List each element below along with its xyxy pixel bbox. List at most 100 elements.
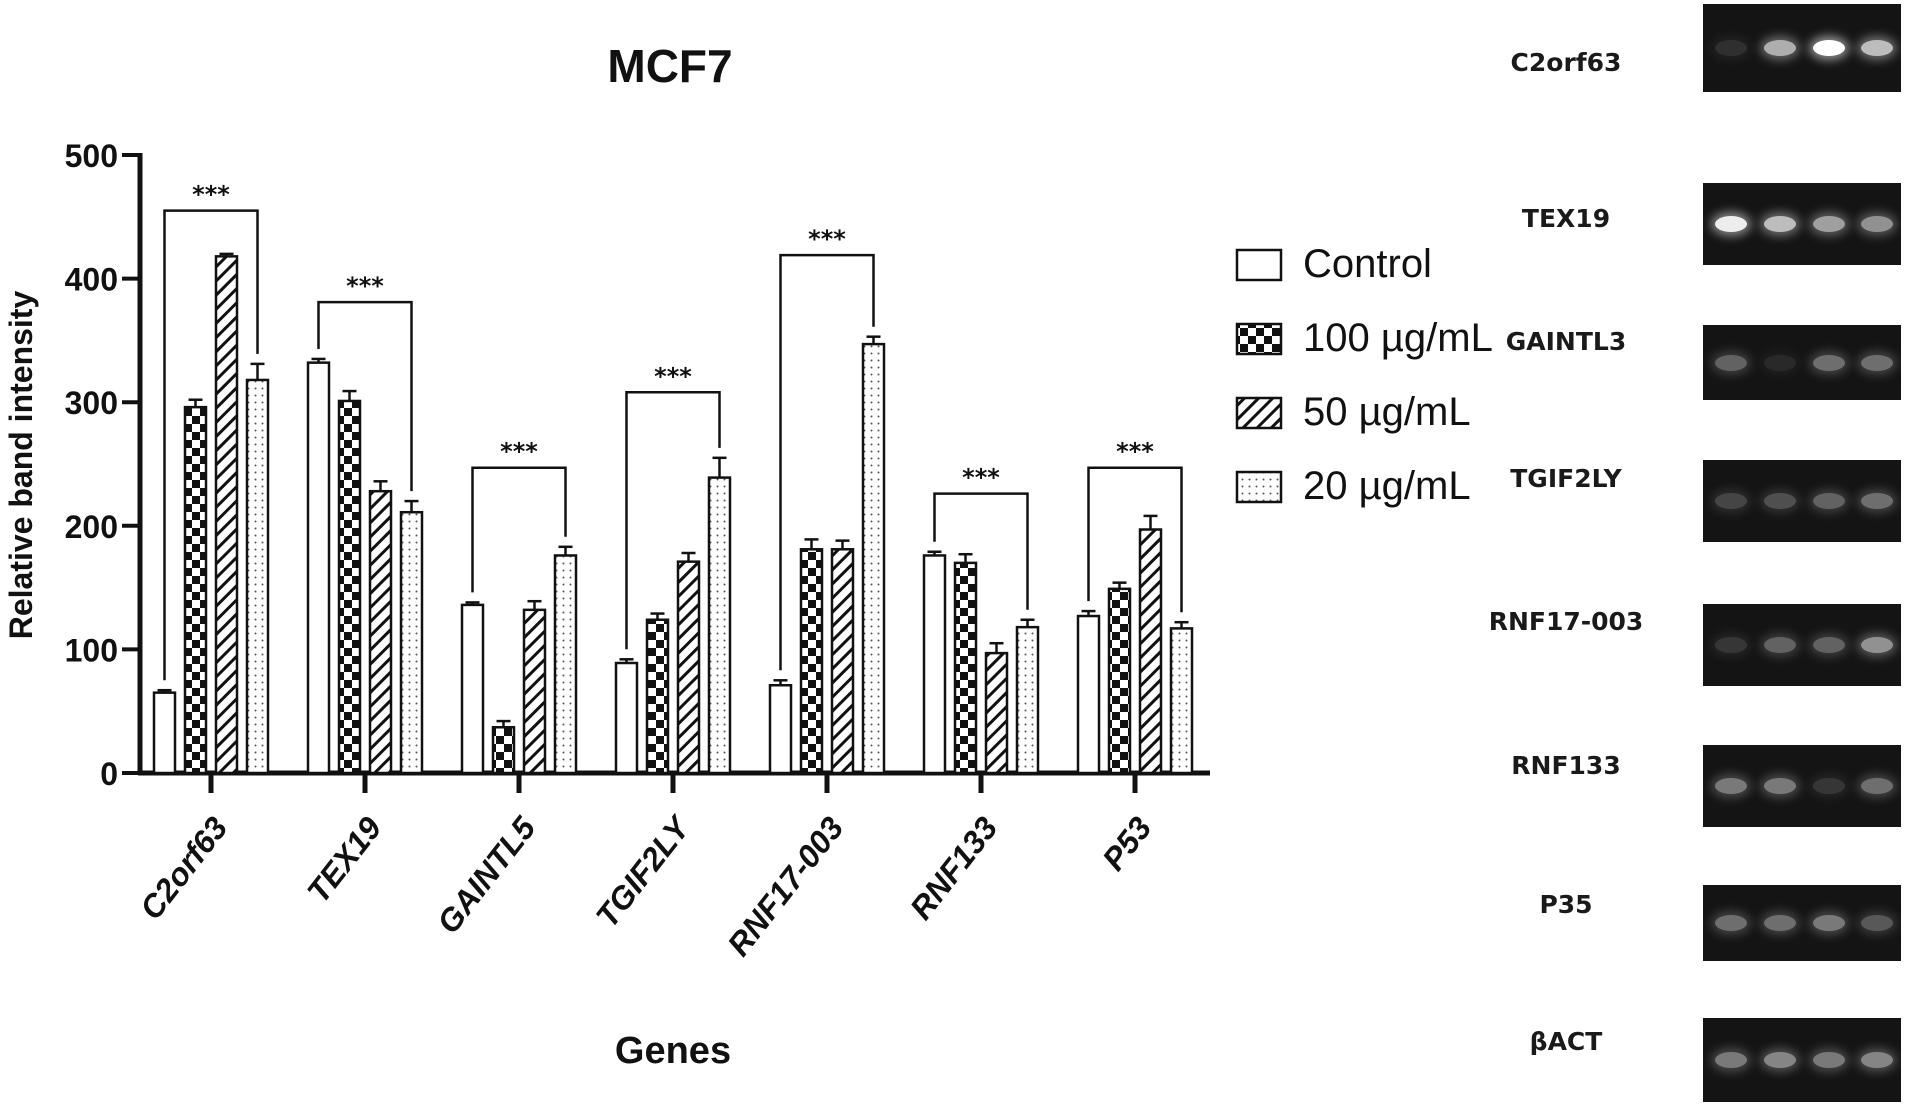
gel-band-panel <box>1703 460 1901 542</box>
gel-band <box>1813 354 1845 371</box>
x-tick-label: C2orf63 <box>133 810 235 926</box>
gel-band <box>1813 915 1845 931</box>
y-tick-label: 400 <box>65 262 118 298</box>
x-tick-label: GAINTL5 <box>430 809 543 940</box>
significance-label: *** <box>1116 438 1154 466</box>
gel-band <box>1764 1052 1796 1068</box>
significance-label: *** <box>654 362 692 390</box>
gel-band <box>1861 778 1893 794</box>
significance-label: *** <box>500 438 538 466</box>
gel-band <box>1715 637 1747 653</box>
gel-band <box>1764 778 1796 794</box>
gel-band <box>1715 778 1747 794</box>
significance-label: *** <box>192 181 230 209</box>
gel-band <box>1764 354 1796 371</box>
significance-bracket <box>163 209 259 681</box>
significance-bracket <box>779 253 875 671</box>
gel-band-panel <box>1703 325 1901 400</box>
x-tick-label: TGIF2LY <box>589 808 699 934</box>
bar <box>953 561 978 775</box>
bar <box>614 661 639 775</box>
gel-band <box>1813 216 1845 232</box>
gel-band <box>1861 40 1893 56</box>
gel-band <box>1813 493 1845 509</box>
legend-swatch <box>1235 470 1283 504</box>
bar <box>245 378 270 775</box>
bar <box>922 554 947 775</box>
gel-gene-label: TGIF2LY <box>1510 464 1622 493</box>
gel-band <box>1715 915 1747 931</box>
gel-band <box>1764 493 1796 509</box>
y-tick-label: 100 <box>65 632 118 668</box>
bar <box>460 603 485 775</box>
bar <box>645 618 670 775</box>
x-axis-label: Genes <box>615 1030 731 1072</box>
bar <box>799 548 824 775</box>
gel-band <box>1715 493 1747 509</box>
legend-label: Control <box>1303 242 1432 286</box>
bar <box>768 683 793 775</box>
x-tick-label: TEX19 <box>300 810 389 909</box>
significance-bracket <box>1087 466 1183 613</box>
bar <box>1169 627 1194 775</box>
gel-gene-label: TEX19 <box>1521 204 1611 233</box>
significance-label: *** <box>346 272 384 300</box>
y-tick-label: 300 <box>65 385 118 421</box>
gel-band <box>1861 493 1893 509</box>
bar <box>553 554 578 775</box>
gel-band <box>1764 216 1796 232</box>
bar <box>676 560 701 775</box>
gel-band <box>1813 637 1845 653</box>
bar <box>1015 625 1040 775</box>
legend-swatch <box>1235 396 1283 430</box>
legend-label: 100 µg/mL <box>1303 316 1493 360</box>
gel-band <box>1813 40 1845 56</box>
bar <box>984 651 1009 775</box>
gel-band <box>1861 1052 1893 1068</box>
gel-band-panel <box>1703 1018 1901 1102</box>
gel-band <box>1813 1052 1845 1068</box>
chart-title: MCF7 <box>607 40 732 92</box>
bar <box>522 608 547 775</box>
bar <box>306 361 331 775</box>
bar <box>861 342 886 775</box>
x-tick-label: RNF133 <box>903 810 1005 926</box>
bar <box>214 255 239 775</box>
y-tick-label: 0 <box>100 756 118 792</box>
gel-gene-label: βACT <box>1529 1027 1603 1056</box>
gel-band <box>1764 40 1796 56</box>
gel-band-panel <box>1703 4 1901 92</box>
bar <box>707 476 732 775</box>
significance-label: *** <box>962 464 1000 492</box>
legend-swatch <box>1235 322 1283 356</box>
bar <box>1138 528 1163 775</box>
gel-gene-label: C2orf63 <box>1510 48 1622 77</box>
bar <box>337 399 362 775</box>
gel-band-panel <box>1703 885 1901 961</box>
gel-band <box>1715 1052 1747 1068</box>
bar <box>399 510 424 775</box>
gel-band <box>1715 354 1747 371</box>
bar <box>830 548 855 775</box>
significance-bracket <box>625 391 721 650</box>
bar <box>183 405 208 775</box>
legend-swatch <box>1235 248 1283 282</box>
gel-band <box>1861 354 1893 371</box>
bar <box>491 726 516 775</box>
gel-gene-label: P35 <box>1539 890 1593 919</box>
y-axis-label: Relative band intensity <box>3 291 39 640</box>
gel-band <box>1764 637 1796 653</box>
gel-band-panel <box>1703 183 1901 265</box>
legend-label: 20 µg/mL <box>1303 464 1471 508</box>
legend-label: 50 µg/mL <box>1303 390 1471 434</box>
significance-bracket <box>471 466 567 593</box>
gel-band-panel <box>1703 745 1901 827</box>
gel-band <box>1861 216 1893 232</box>
x-tick-label: RNF17-003 <box>720 810 850 963</box>
bar <box>368 489 393 775</box>
significance-bracket <box>317 300 413 492</box>
y-tick-label: 200 <box>65 509 118 545</box>
bar <box>1107 587 1132 775</box>
x-tick-label: P53 <box>1095 810 1159 877</box>
y-tick-label: 500 <box>65 138 118 174</box>
